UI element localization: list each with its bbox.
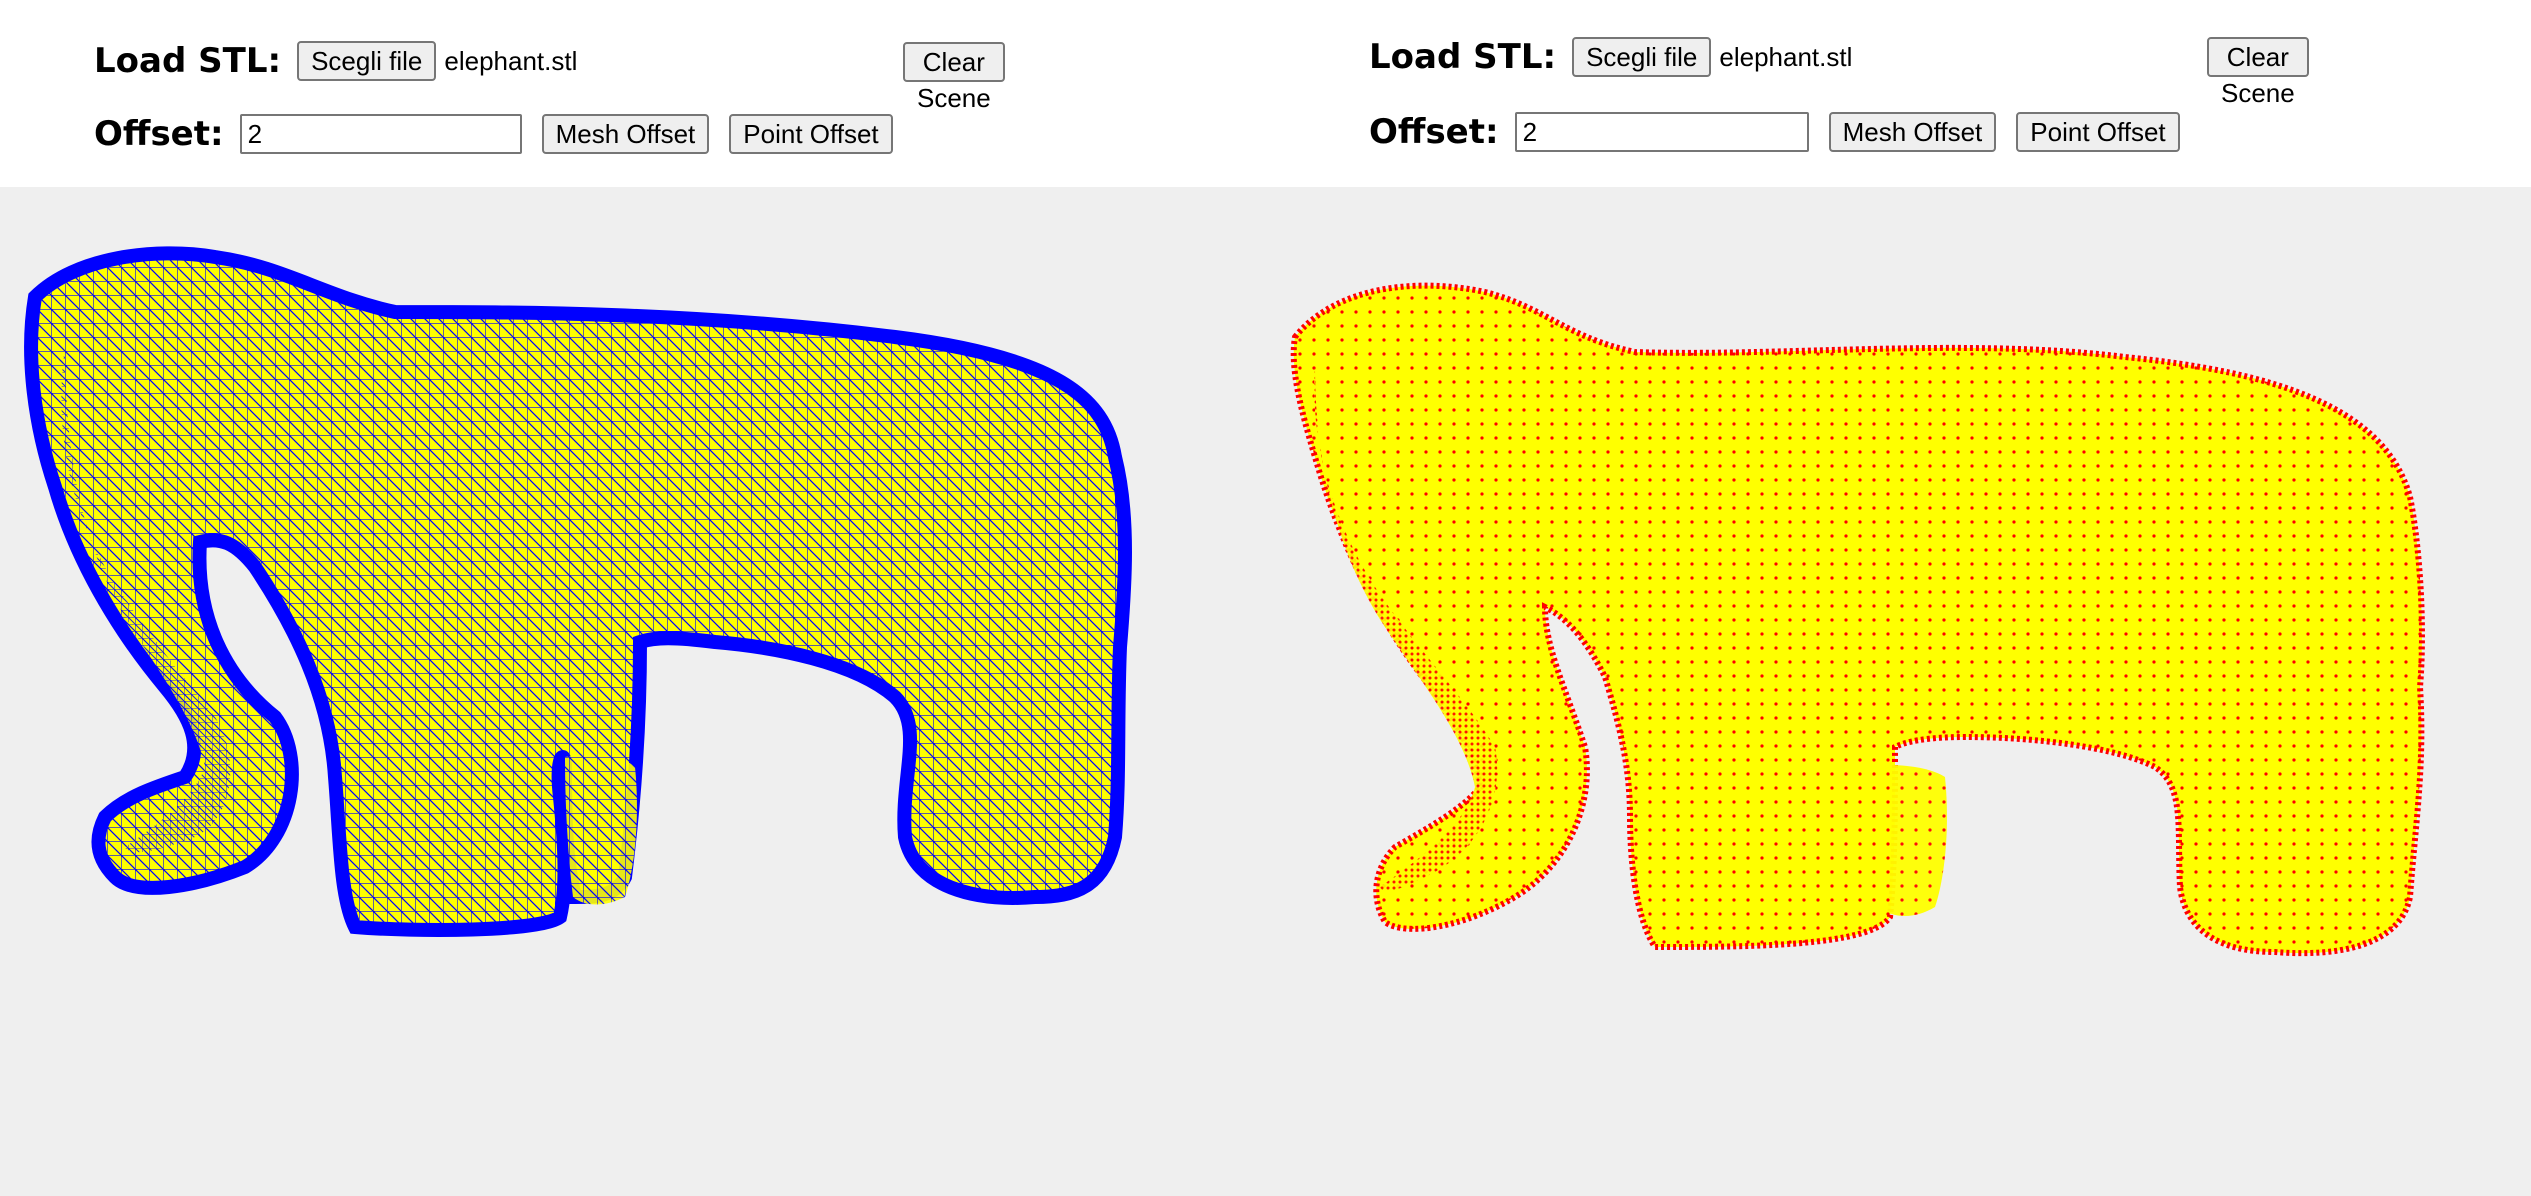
mesh-offset-canvas[interactable] [0, 187, 1265, 1196]
elephant-point-model [1290, 282, 2425, 957]
right-load-row: Load STL: Scegli file elephant.stl [1369, 37, 1852, 77]
elephant-mesh-model [24, 246, 1132, 937]
left-offset-label: Offset: [94, 114, 224, 154]
mesh-offset-svg [24, 246, 1132, 937]
elephant-trunk-mesh [61, 347, 231, 853]
elephant-rear-inner-leg [565, 755, 637, 905]
right-load-stl-label: Load STL: [1369, 37, 1557, 77]
right-offset-label: Offset: [1369, 112, 1499, 152]
right-mesh-offset-button[interactable]: Mesh Offset [1828, 112, 1997, 152]
left-mesh-offset-button[interactable]: Mesh Offset [541, 114, 710, 154]
left-point-offset-button[interactable]: Point Offset [729, 114, 893, 154]
right-clear-scene-button[interactable]: Clear Scene [2207, 37, 2309, 108]
left-load-row: Load STL: Scegli file elephant.stl [94, 41, 577, 81]
left-clear-scene-button[interactable]: Clear Scene [903, 42, 1005, 113]
left-choose-file-button[interactable]: Scegli file [297, 41, 437, 81]
3d-viewport[interactable] [0, 187, 2531, 1196]
right-choose-file-button[interactable]: Scegli file [1572, 37, 1712, 77]
left-file-name: elephant.stl [444, 45, 578, 76]
toolbar: Load STL: Scegli file elephant.stl Clear… [0, 0, 2531, 187]
elephant-point-rear-inner-leg [1865, 765, 1947, 916]
right-point-offset-button[interactable]: Point Offset [2016, 112, 2180, 152]
elephant-point-shell-outline [1290, 282, 2425, 957]
right-offset-row: Offset: Mesh Offset Point Offset [1369, 112, 2180, 152]
left-offset-input[interactable] [239, 114, 522, 154]
left-load-stl-label: Load STL: [94, 41, 282, 81]
right-offset-input[interactable] [1514, 112, 1809, 152]
left-offset-row: Offset: Mesh Offset Point Offset [94, 114, 893, 154]
point-offset-canvas[interactable] [1265, 187, 2531, 1196]
point-offset-svg [1290, 282, 2425, 957]
elephant-body-shell [24, 246, 1132, 937]
right-file-name: elephant.stl [1719, 41, 1853, 72]
